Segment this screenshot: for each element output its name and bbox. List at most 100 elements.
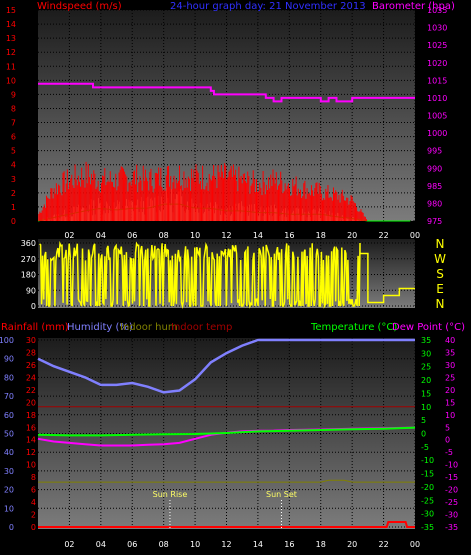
rain-tick: 22 (26, 386, 36, 395)
compass-letter: N (436, 297, 445, 311)
rain-tick: 18 (26, 411, 36, 420)
x-tick: 02 (64, 231, 74, 240)
compass-letter: E (436, 282, 444, 296)
x-tick: 06 (127, 540, 137, 549)
legend-temperature: Temperature (°C) (310, 322, 397, 333)
rain-tick: 0 (31, 523, 36, 532)
windspeed-tick: 6 (11, 133, 16, 142)
barometer-tick: 985 (427, 182, 442, 191)
temperature-tick: 20 (421, 376, 431, 385)
chart-title: 24-hour graph day: 21 November 2013 (170, 1, 366, 12)
top-x-tick-labels: 02 04 06 08 10 12 14 16 18 20 22 00 (64, 231, 420, 240)
indoor-hum-line (38, 479, 415, 483)
barometer-axis-label: Barometer (hpa) (372, 1, 455, 12)
legend-dewpoint: Dew Point (°C) (392, 322, 465, 333)
temperature-tick: 25 (421, 363, 431, 372)
temperature-tick-outer: -10 (445, 461, 458, 470)
humidity-tick: 90 (4, 355, 14, 364)
compass-letter: N (436, 237, 445, 251)
barometer-tick: 1000 (427, 129, 447, 138)
temperature-tick-outer: 20 (445, 386, 455, 395)
direction-tick: 180 (21, 271, 36, 280)
humidity-tick: 50 (4, 430, 14, 439)
x-tick: 18 (316, 540, 326, 549)
temperature-tick-outer: -35 (445, 523, 458, 532)
direction-tick: 0 (31, 302, 36, 311)
humidity-tick: 100 (0, 336, 14, 345)
temperature-tick: -20 (421, 483, 434, 492)
temperature-tick-outer: 35 (445, 348, 455, 357)
barometer-tick-labels: 975 980 985 990 995 1000 1005 1010 1015 1020 1025 1… (427, 6, 447, 226)
temperature-tick-outer: -5 (445, 448, 453, 457)
windspeed-tick: 5 (11, 147, 16, 156)
sun-markers: Sun Rise Sun Set (153, 490, 297, 529)
x-tick: 18 (316, 231, 326, 240)
humidity-tick: 20 (4, 486, 14, 495)
x-tick: 06 (127, 231, 137, 240)
temperature-tick-outer: -30 (445, 511, 458, 520)
rain-tick: 16 (26, 423, 36, 432)
windspeed-tick: 0 (11, 217, 16, 226)
rain-tick: 28 (26, 348, 36, 357)
x-tick: 08 (159, 231, 169, 240)
barometer-line (38, 82, 415, 103)
humidity-tick: 60 (4, 411, 14, 420)
x-tick: 04 (96, 540, 106, 549)
x-tick: 22 (378, 231, 388, 240)
barometer-tick: 975 (427, 217, 442, 226)
rain-tick: 10 (26, 461, 36, 470)
windspeed-axis-label: Windspeed (m/s) (37, 1, 122, 12)
temperature-tick: 30 (421, 349, 431, 358)
temperature-tick: 15 (421, 389, 431, 398)
temperature-tick: 10 (421, 403, 431, 412)
barometer-tick: 980 (427, 199, 442, 208)
windspeed-tick: 13 (6, 34, 16, 43)
legend-indoor-hum: Indoor hum (120, 322, 178, 333)
rain-tick: 6 (31, 486, 36, 495)
x-tick: 10 (190, 540, 200, 549)
humidity-tick: 70 (4, 392, 14, 401)
compass-letter: S (436, 267, 444, 281)
windspeed-tick: 14 (6, 20, 16, 29)
temperature-tick: -25 (421, 496, 434, 505)
windspeed-tick: 3 (11, 175, 16, 184)
temperature-tick-outer: 0 (445, 436, 450, 445)
barometer-tick: 1025 (427, 41, 447, 50)
temperature-humidity-panel: Sun Rise Sun Set 0102030405060708090100 … (0, 322, 465, 549)
x-tick: 20 (347, 540, 357, 549)
windspeed-tick: 11 (6, 62, 16, 71)
humidity-tick: 40 (4, 448, 14, 457)
rain-tick: 4 (31, 498, 36, 507)
x-tick: 14 (253, 231, 263, 240)
temperature-tick-outer: 30 (445, 361, 455, 370)
temperature-tick: -30 (421, 510, 434, 519)
x-tick: 00 (410, 540, 420, 549)
temperature-tick-labels: 35 30 25 20 15 10 5 0 -5 -10 -15 -20 -25 -30 -35 (421, 336, 434, 532)
temperature-tick: 35 (421, 336, 431, 345)
legend-rainfall: Rainfall (mm) (1, 322, 69, 333)
rain-tick: 24 (26, 373, 36, 382)
humidity-tick: 80 (4, 373, 14, 382)
direction-tick: 360 (21, 239, 36, 248)
rain-tick: 12 (26, 448, 36, 457)
temperature-tick: 0 (421, 430, 426, 439)
sun-set-label: Sun Set (266, 490, 297, 499)
windspeed-tick: 10 (6, 76, 16, 85)
barometer-series (38, 82, 415, 103)
x-tick: 02 (64, 540, 74, 549)
windspeed-tick: 8 (11, 104, 16, 113)
temperature-tick-outer: -15 (445, 473, 458, 482)
humidity-tick: 0 (9, 523, 14, 532)
humidity-tick-labels: 0 10 20 30 40 50 60 70 80 90 100 (0, 336, 14, 532)
x-tick: 12 (221, 540, 231, 549)
x-tick: 12 (221, 231, 231, 240)
legend-humidity: Humidity (%) (67, 322, 133, 333)
barometer-tick: 1005 (427, 112, 447, 121)
barometer-tick: 990 (427, 164, 442, 173)
direction-tick: 270 (21, 255, 36, 264)
windspeed-tick: 4 (11, 161, 16, 170)
barometer-tick: 1030 (427, 24, 447, 33)
